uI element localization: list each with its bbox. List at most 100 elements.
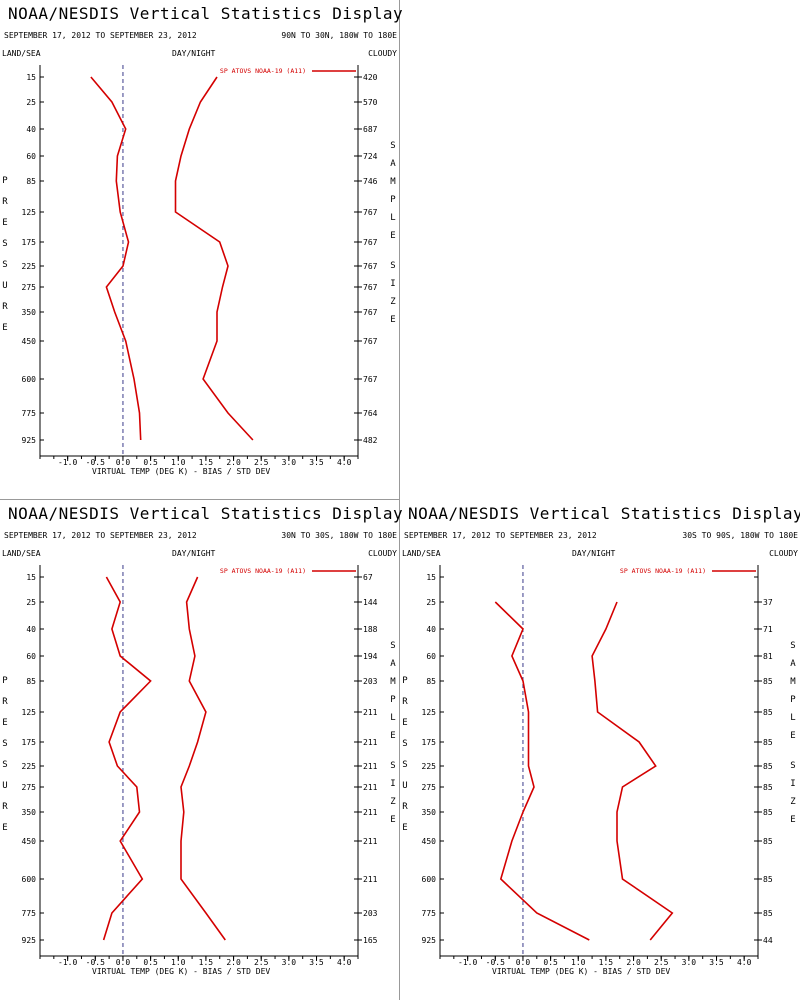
pressure-level-label: 350: [22, 808, 37, 817]
sample-size-label: 211: [363, 837, 378, 846]
date-range: SEPTEMBER 17, 2012 TO SEPTEMBER 23, 2012: [4, 31, 197, 40]
sample-size-label: 85: [763, 783, 773, 792]
pressure-level-label: 775: [22, 909, 37, 918]
pressure-level-label: 775: [422, 909, 437, 918]
sample-size-label: 144: [363, 598, 378, 607]
sample-size-label: 85: [763, 837, 773, 846]
sample-size-label: 211: [363, 738, 378, 747]
date-range: SEPTEMBER 17, 2012 TO SEPTEMBER 23, 2012: [404, 531, 597, 540]
x-tick-label: 4.0: [737, 958, 752, 967]
x-tick-label: 3.0: [682, 958, 697, 967]
x-tick-label: 1.5: [199, 958, 214, 967]
std-dev-line: [591, 601, 674, 941]
x-tick-label: 0.0: [516, 958, 531, 967]
land-sea-label: LAND/SEA: [2, 49, 41, 58]
day-night-label: DAY/NIGHT: [172, 549, 216, 558]
x-tick-label: 4.0: [337, 458, 352, 467]
pressure-level-label: 775: [22, 409, 37, 418]
sample-size-label: 767: [363, 308, 378, 317]
cloudy-label: CLOUDY: [769, 549, 798, 558]
sample-size-label: 211: [363, 762, 378, 771]
x-tick-label: 0.0: [116, 458, 131, 467]
pressure-level-label: 25: [26, 598, 36, 607]
pressure-level-label: 450: [22, 337, 37, 346]
pressure-level-label: 275: [22, 783, 37, 792]
x-tick-label: 1.0: [571, 958, 586, 967]
pressure-level-label: 60: [426, 652, 436, 661]
sample-size-label: 85: [763, 738, 773, 747]
date-range: SEPTEMBER 17, 2012 TO SEPTEMBER 23, 2012: [4, 531, 197, 540]
pressure-level-label: 275: [22, 283, 37, 292]
x-tick-label: 0.5: [543, 958, 558, 967]
sample-size-label: 420: [363, 73, 378, 82]
x-tick-label: -0.5: [86, 458, 105, 467]
land-sea-label: LAND/SEA: [2, 549, 41, 558]
cloudy-label: CLOUDY: [368, 549, 397, 558]
sample-size-label: 188: [363, 625, 378, 634]
sample-size-label: 85: [763, 762, 773, 771]
sample-size-label: 165: [363, 936, 378, 945]
x-tick-label: 3.0: [282, 458, 297, 467]
sample-size-label: 211: [363, 783, 378, 792]
sample-size-label: 482: [363, 436, 378, 445]
sample-size-label: 85: [763, 808, 773, 817]
pressure-level-label: 60: [26, 652, 36, 661]
x-tick-label: 2.0: [226, 458, 241, 467]
x-tick-label: 1.0: [171, 958, 186, 967]
std-dev-line: [180, 576, 226, 941]
pressure-level-label: 40: [26, 625, 36, 634]
legend-label: SP ATOVS NOAA-19 (A11): [220, 567, 306, 575]
chart-svg: -1.0 -0.5 0.0 0.5 1.0 1.5 2.0 2.5 3.0 3.5 4.0 15 25 3…: [422, 565, 773, 967]
x-tick-label: 2.0: [226, 958, 241, 967]
pressure-level-label: 25: [426, 598, 436, 607]
pressure-level-label: 175: [22, 238, 37, 247]
sample-size-label: 203: [363, 677, 378, 686]
pressure-level-label: 125: [22, 208, 37, 217]
chart-title: NOAA/NESDIS Vertical Statistics Display: [8, 4, 404, 23]
legend-label: SP ATOVS NOAA-19 (A11): [620, 567, 706, 575]
pressure-level-label: 15: [426, 573, 436, 582]
chart-svg: -1.0 -0.5 0.0 0.5 1.0 1.5 2.0 2.5 3.0 3.5 4.0 15 420…: [22, 65, 378, 467]
sample-size-label: 81: [763, 652, 773, 661]
sample-size-label: 767: [363, 208, 378, 217]
pressure-level-label: 125: [22, 708, 37, 717]
sample-size-label: 211: [363, 708, 378, 717]
sample-size-label: 37: [763, 598, 773, 607]
sample-size-label: 767: [363, 337, 378, 346]
pressure-level-label: 600: [22, 875, 37, 884]
pressure-level-label: 25: [26, 98, 36, 107]
x-tick-label: -1.0: [58, 958, 77, 967]
chart-panel-nh: NOAA/NESDIS Vertical Statistics Display S…: [0, 0, 404, 500]
std-dev-line: [174, 76, 254, 441]
chart-svg: -1.0 -0.5 0.0 0.5 1.0 1.5 2.0 2.5 3.0 3.5 4.0 15 67 2…: [22, 565, 378, 967]
x-axis-label: VIRTUAL TEMP (DEG K) - BIAS / STD DEV: [92, 967, 271, 976]
x-tick-label: 0.5: [143, 958, 158, 967]
region-label: 30N TO 30S, 180W TO 180E: [281, 531, 397, 540]
x-tick-label: -1.0: [458, 958, 477, 967]
sample-size-label: 687: [363, 125, 378, 134]
pressure-level-label: 15: [26, 573, 36, 582]
sample-size-label: 67: [363, 573, 373, 582]
x-tick-label: 2.5: [254, 958, 269, 967]
pressure-level-label: 350: [22, 308, 37, 317]
pressure-level-label: 925: [22, 936, 37, 945]
pressure-level-label: 125: [422, 708, 437, 717]
chart-panel-tropics: NOAA/NESDIS Vertical Statistics Display S…: [0, 500, 404, 1000]
sample-size-label: 211: [363, 808, 378, 817]
chart-panel-sh: NOAA/NESDIS Vertical Statistics Display S…: [400, 500, 800, 1000]
pressure-level-label: 85: [426, 677, 436, 686]
pressure-level-label: 40: [426, 625, 436, 634]
region-label: 90N TO 30N, 180W TO 180E: [281, 31, 397, 40]
sample-size-label: 746: [363, 177, 378, 186]
x-tick-label: 4.0: [337, 958, 352, 967]
sample-size-label: 203: [363, 909, 378, 918]
x-tick-label: 0.0: [116, 958, 131, 967]
sample-size-label: 44: [763, 936, 773, 945]
x-tick-label: 2.5: [654, 958, 669, 967]
chart-title: NOAA/NESDIS Vertical Statistics Display: [408, 504, 800, 523]
x-tick-label: -1.0: [58, 458, 77, 467]
pressure-level-label: 225: [22, 262, 37, 271]
x-tick-label: 1.0: [171, 458, 186, 467]
sample-size-label: 767: [363, 262, 378, 271]
chart-title: NOAA/NESDIS Vertical Statistics Display: [8, 504, 404, 523]
